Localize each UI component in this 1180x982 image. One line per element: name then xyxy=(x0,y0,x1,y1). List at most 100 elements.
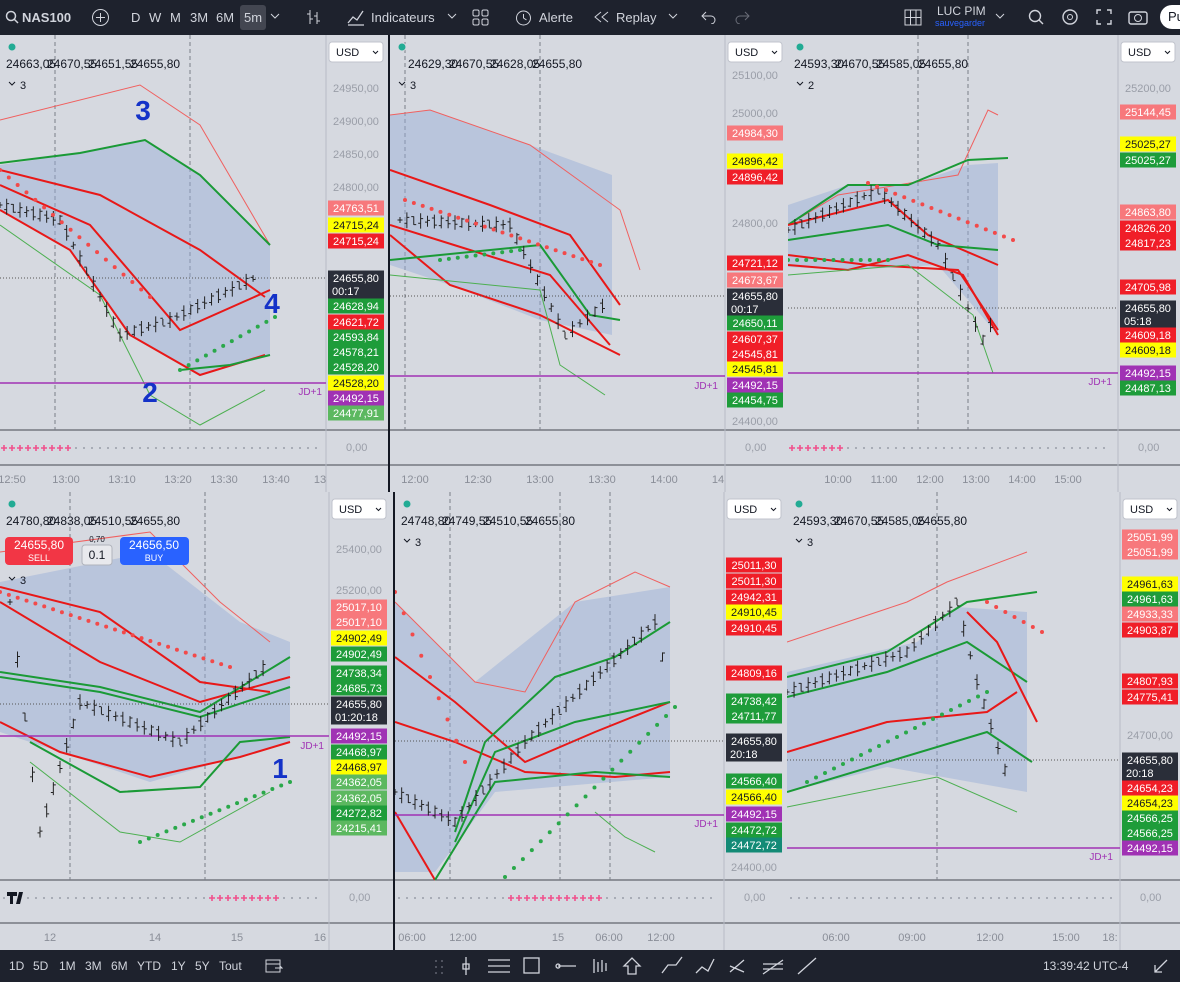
drawing-tools[interactable] xyxy=(428,954,828,978)
currency-box[interactable] xyxy=(1120,41,1176,63)
range-button[interactable]: 1D xyxy=(9,959,25,973)
date-range-icon[interactable] xyxy=(265,958,283,974)
fullscreen-icon[interactable] xyxy=(1096,9,1112,25)
price-axis-label: 25400,00 xyxy=(336,544,382,556)
currency-box[interactable] xyxy=(727,41,783,63)
signal-dot xyxy=(1094,897,1096,899)
sell-button[interactable] xyxy=(5,537,73,565)
buy-button[interactable] xyxy=(120,537,189,565)
range-button[interactable]: Tout xyxy=(219,959,242,973)
range-button[interactable]: 5Y xyxy=(195,959,210,973)
snapshot-icon[interactable] xyxy=(1128,9,1148,25)
symbol[interactable]: NAS100 xyxy=(22,10,72,25)
layouts-icon[interactable] xyxy=(472,9,489,26)
chart-pane[interactable]: 24748,80 24749,55 24510,55 24655,80 3 USD 2440… xyxy=(395,492,787,950)
sell-price[interactable]: 24655,80 xyxy=(14,538,64,552)
time-label: 12:00 xyxy=(647,932,675,944)
interval[interactable]: M xyxy=(170,10,181,25)
sar-dot xyxy=(556,821,561,826)
currency[interactable]: USD xyxy=(339,504,362,516)
range-button[interactable]: YTD xyxy=(137,959,161,973)
candle xyxy=(1002,763,1008,777)
alert-button[interactable]: Alerte xyxy=(539,10,573,25)
bar-style-icon[interactable] xyxy=(305,8,323,26)
range-button[interactable]: 1M xyxy=(59,959,76,973)
candle xyxy=(124,325,130,340)
indicators-button[interactable]: Indicateurs xyxy=(371,10,435,25)
currency[interactable]: USD xyxy=(336,47,359,59)
signal-dot xyxy=(830,897,832,899)
interval[interactable]: D xyxy=(131,10,141,25)
buy-label[interactable]: BUY xyxy=(145,553,164,563)
legend-count[interactable]: 3 xyxy=(20,80,26,92)
bottom-toolbar: 1D 5D 1M 3M 6M YTD 1Y 5Y Tout 13:39:42 UTC-4 xyxy=(0,950,1180,982)
save-status[interactable]: sauvegarder xyxy=(935,18,986,28)
user-name[interactable]: LUC PIM xyxy=(937,4,986,18)
legend-count[interactable]: 3 xyxy=(410,80,416,92)
range-button[interactable]: 6M xyxy=(111,959,128,973)
qty-box[interactable] xyxy=(81,544,113,566)
interval[interactable]: 3M xyxy=(190,10,209,25)
sar-dot xyxy=(795,258,800,262)
ohlc-value: 24655,80 xyxy=(525,514,575,528)
range-button[interactable]: 1Y xyxy=(171,959,186,973)
signal-dot xyxy=(855,447,857,449)
price-label-box xyxy=(331,665,387,681)
redo-icon[interactable] xyxy=(734,10,750,24)
legend-count[interactable]: 3 xyxy=(20,575,26,587)
layout-icon[interactable] xyxy=(904,9,922,26)
publish-button[interactable]: Pu xyxy=(1160,5,1180,29)
range-button[interactable]: 5D xyxy=(33,959,49,973)
price-label-box xyxy=(1120,300,1176,329)
chevron[interactable] xyxy=(270,13,280,21)
sell-label[interactable]: SELL xyxy=(28,553,50,563)
indicator-line xyxy=(787,730,1033,793)
range-button[interactable]: 3M xyxy=(85,959,102,973)
legend-count[interactable]: 3 xyxy=(415,537,421,549)
currency[interactable]: USD xyxy=(1130,504,1153,516)
chevron[interactable] xyxy=(447,13,457,21)
currency-box[interactable] xyxy=(328,41,384,63)
status-dot xyxy=(397,42,407,52)
price-label-box xyxy=(726,822,782,838)
interval[interactable]: W xyxy=(149,10,162,25)
chevron[interactable] xyxy=(995,13,1005,21)
currency-box[interactable] xyxy=(726,498,782,520)
currency-box[interactable] xyxy=(331,498,387,520)
legend-count[interactable]: 2 xyxy=(808,80,814,92)
annotation: 2 xyxy=(142,377,158,408)
undo-icon[interactable] xyxy=(701,10,717,24)
price-axis-label: 24800,00 xyxy=(732,218,778,230)
replay-icon[interactable] xyxy=(594,11,610,23)
interval[interactable]: 6M xyxy=(216,10,235,25)
ohlc-value: 24749,55 xyxy=(442,514,492,528)
chart-pane[interactable]: 24593,30 24670,55 24585,05 24655,80 2 USD 2520… xyxy=(788,35,1180,492)
currency[interactable]: USD xyxy=(734,504,757,516)
legend-count[interactable]: 3 xyxy=(807,537,813,549)
chevron[interactable] xyxy=(668,13,678,21)
chart-pane[interactable]: 24629,30 24670,55 24628,05 24655,80 3 USD 2510… xyxy=(390,35,788,492)
replay-button[interactable]: Replay xyxy=(616,10,657,25)
qty[interactable]: 0.1 xyxy=(89,548,106,562)
currency[interactable]: USD xyxy=(735,47,758,59)
indicator-line xyxy=(390,169,621,306)
chart-pane[interactable]: 24663,05 24670,55 24651,55 24655,80 3 USD 2495… xyxy=(0,35,388,492)
chart-pane[interactable]: 24780,80 24838,05 24510,55 24655,80 3 USD 2540… xyxy=(0,492,393,950)
settings-icon[interactable] xyxy=(1061,8,1079,26)
currency[interactable]: USD xyxy=(1128,47,1151,59)
price-label-box xyxy=(1122,825,1178,841)
time-label: 15 xyxy=(552,932,564,944)
maximize-icon[interactable] xyxy=(1154,959,1168,973)
alert-icon[interactable] xyxy=(514,8,533,27)
compare-icon[interactable] xyxy=(91,8,110,27)
signal-dot xyxy=(606,897,608,899)
currency-box[interactable] xyxy=(1122,498,1178,520)
search-icon[interactable] xyxy=(4,9,20,25)
chart-pane[interactable]: 24593,30 24670,55 24585,05 24655,80 3 USD 2470… xyxy=(787,492,1180,950)
sar-dot xyxy=(664,713,669,718)
interval-active[interactable]: 5m xyxy=(240,5,267,30)
indicators-icon[interactable] xyxy=(346,8,366,26)
buy-price[interactable]: 24656,50 xyxy=(129,538,179,552)
quick-search-icon[interactable] xyxy=(1027,8,1045,26)
